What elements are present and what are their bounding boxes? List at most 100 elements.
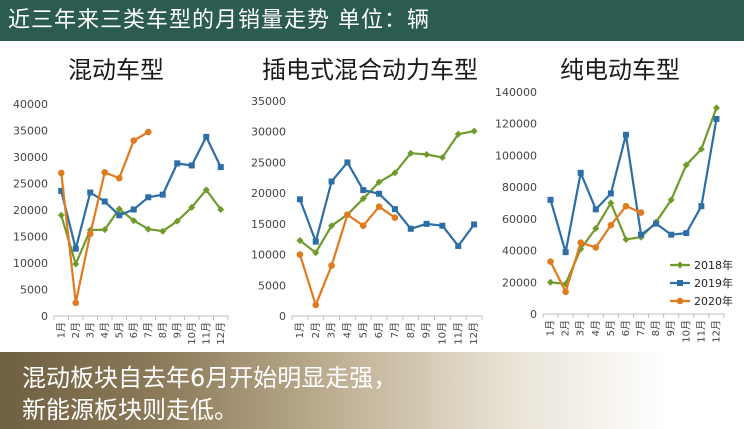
x-tick-label: 6月: [620, 320, 632, 336]
x-tick-label: 8月: [157, 322, 169, 338]
data-point: [668, 231, 675, 238]
data-point: [439, 222, 446, 229]
x-tick-label: 4月: [341, 322, 353, 338]
data-point: [638, 231, 645, 238]
y-tick-label: 15000: [251, 218, 286, 231]
x-tick-label: 5月: [357, 322, 369, 338]
legend: 2018年 2019年 2020年: [670, 258, 733, 308]
data-point: [312, 238, 319, 245]
data-point: [454, 130, 462, 138]
series-line-2020年: [298, 205, 396, 307]
x-tick-label: 3月: [326, 322, 338, 338]
data-point: [592, 224, 600, 232]
data-point: [57, 211, 65, 219]
data-point: [159, 191, 166, 198]
data-point: [375, 178, 383, 186]
x-tick-label: 1月: [545, 320, 557, 336]
data-point: [407, 225, 414, 232]
data-point: [455, 242, 462, 249]
y-tick-label: 100000: [495, 149, 537, 162]
data-point: [359, 222, 367, 229]
y-tick-label: 30000: [13, 151, 48, 164]
y-tick-label: 30000: [251, 126, 286, 139]
y-tick-label: 20000: [502, 276, 537, 289]
data-point: [101, 226, 109, 234]
charts-canvas: 0 5000 10000 15000 20000 25000 30000 35000 40000…: [13, 86, 733, 345]
data-point: [391, 206, 398, 213]
data-point: [391, 214, 399, 222]
y-tick-label: 40000: [502, 245, 537, 258]
data-point: [86, 230, 94, 238]
x-tick-label: 7月: [389, 322, 401, 338]
series-line-2018年: [299, 130, 475, 254]
x-tick-label: 5月: [113, 322, 125, 338]
chart-title-phev: 插电式混合动力车型: [262, 56, 478, 84]
x-tick-label: 11月: [695, 320, 707, 343]
data-point: [547, 196, 554, 203]
y-tick-label: 60000: [502, 213, 537, 226]
data-point: [58, 187, 65, 194]
data-point: [360, 187, 367, 194]
data-point: [712, 104, 720, 112]
data-point: [592, 244, 600, 251]
data-point: [607, 199, 615, 207]
data-point: [328, 178, 335, 185]
data-point: [577, 169, 584, 176]
data-point: [115, 205, 123, 213]
data-point: [101, 198, 108, 205]
data-point: [391, 169, 399, 177]
y-tick-label: 0: [530, 308, 537, 321]
data-point: [87, 189, 94, 196]
x-tick-label: 3月: [84, 322, 96, 338]
x-tick-label: 12月: [710, 320, 722, 343]
x-tick-label: 6月: [128, 322, 140, 338]
x-tick-label: 10月: [436, 322, 448, 345]
legend-marker: [677, 280, 683, 286]
data-point: [101, 169, 109, 176]
data-point: [423, 220, 430, 227]
data-point: [188, 203, 196, 211]
data-point: [344, 211, 351, 218]
footer-line-2: 新能源板块则走低。: [22, 396, 238, 424]
data-point: [407, 149, 415, 157]
data-point: [72, 299, 80, 307]
legend-label: 2018年: [694, 258, 733, 272]
chart-title-bev: 纯电动车型: [560, 56, 680, 84]
data-point: [217, 164, 224, 171]
y-tick-label: 20000: [13, 204, 48, 217]
data-point: [312, 249, 320, 257]
data-point: [130, 217, 138, 225]
data-point: [667, 196, 675, 204]
data-point: [470, 127, 478, 135]
legend-label: 2020年: [694, 294, 733, 308]
data-point: [547, 278, 555, 286]
data-point: [130, 206, 137, 213]
data-point: [72, 260, 80, 268]
x-tick-label: 3月: [575, 320, 587, 336]
series-line-2019年: [60, 135, 222, 250]
y-tick-label: 35000: [251, 95, 286, 108]
x-tick-label: 4月: [99, 322, 111, 338]
x-tick-label: 11月: [452, 322, 464, 345]
data-point: [698, 203, 705, 210]
data-point: [375, 203, 383, 210]
data-point: [72, 245, 79, 252]
x-tick-label: 1月: [294, 322, 306, 338]
y-tick-label: 140000: [495, 86, 537, 99]
data-point: [607, 190, 614, 197]
data-point: [622, 202, 630, 210]
legend-marker: [676, 261, 684, 269]
y-tick-label: 25000: [251, 156, 286, 169]
data-point: [592, 206, 599, 213]
chart-1: 0 5000 10000 15000 20000 25000 30000 35000 1月 2月 3…: [251, 95, 483, 345]
series-line-2019年: [298, 161, 475, 248]
data-point: [296, 251, 304, 258]
data-point: [328, 222, 336, 230]
data-point: [683, 230, 690, 237]
data-point: [622, 131, 629, 138]
data-point: [376, 190, 383, 197]
x-tick-label: 10月: [186, 322, 198, 345]
x-tick-label: 6月: [373, 322, 385, 338]
data-point: [562, 288, 569, 296]
data-point: [328, 262, 335, 269]
